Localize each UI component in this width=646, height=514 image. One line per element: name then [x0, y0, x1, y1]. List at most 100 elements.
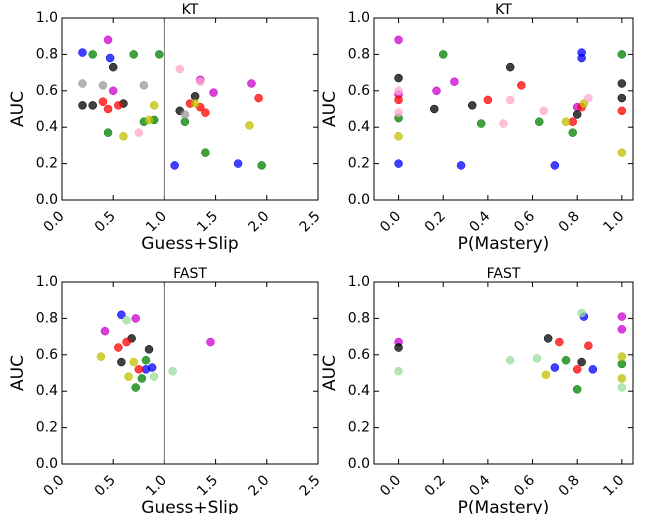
x-tick-label: 2.5 [297, 472, 324, 499]
y-tick-label: 0.2 [36, 156, 58, 172]
y-tick-label: 0.0 [36, 192, 58, 208]
x-tick-label: 0.5 [92, 472, 119, 499]
point [617, 106, 627, 116]
point [134, 365, 144, 374]
point [105, 53, 115, 63]
point [155, 50, 164, 59]
x-tick-label: 2.5 [297, 208, 324, 235]
y-tick-label: 0.6 [36, 83, 58, 99]
point [190, 99, 200, 108]
point [617, 359, 627, 369]
x-tick-label: 1.5 [194, 472, 221, 499]
point [96, 352, 106, 361]
x-tick-label: 0.0 [41, 472, 68, 499]
point [129, 357, 138, 367]
point [209, 88, 218, 97]
panel-title: FAST [173, 266, 207, 282]
x-tick-label: 0.6 [511, 208, 538, 235]
y-tick-label: 0.0 [348, 192, 370, 208]
point [122, 337, 131, 347]
y-axis-label: AUC [8, 355, 28, 391]
x-tick-label: 1.0 [143, 472, 170, 499]
y-tick-label: 1.0 [36, 10, 58, 26]
x-tick-label: 0.8 [556, 472, 583, 499]
point [137, 374, 147, 383]
point [117, 357, 126, 367]
point [247, 79, 256, 88]
y-tick-label: 0.4 [348, 119, 370, 135]
point [100, 326, 110, 336]
point [78, 79, 87, 88]
point [245, 121, 254, 130]
y-axis-label: AUC [320, 91, 340, 127]
y-tick-label: 0.2 [348, 156, 370, 172]
point [114, 343, 123, 352]
y-tick-label: 0.8 [348, 46, 370, 62]
y-tick-label: 0.8 [348, 310, 370, 326]
point [438, 50, 448, 59]
point [195, 77, 205, 86]
point [108, 86, 118, 96]
point [98, 97, 108, 106]
point [103, 35, 113, 45]
point [103, 104, 113, 114]
y-tick-label: 0.2 [36, 420, 58, 436]
point [450, 77, 459, 86]
point [561, 117, 571, 126]
point [534, 117, 544, 126]
y-tick-label: 0.2 [348, 420, 370, 436]
y-tick-label: 1.0 [348, 10, 370, 26]
y-tick-label: 1.0 [348, 274, 370, 290]
point [617, 352, 627, 361]
point [149, 101, 159, 110]
x-tick-label: 1.0 [600, 472, 627, 499]
panel-title: FAST [487, 266, 521, 282]
point [394, 86, 403, 96]
point [584, 341, 593, 350]
point [539, 106, 548, 116]
point [476, 119, 486, 128]
point [257, 161, 266, 170]
x-tick-label: 2.0 [245, 208, 272, 235]
y-tick-label: 0.6 [348, 347, 370, 363]
point [144, 115, 154, 125]
point [430, 104, 439, 114]
point [124, 372, 133, 381]
point [168, 366, 177, 376]
point [129, 50, 138, 59]
point [572, 110, 582, 119]
point [517, 81, 526, 90]
point [505, 356, 515, 365]
point [577, 357, 586, 367]
point [617, 79, 627, 88]
point [541, 370, 551, 380]
point [505, 62, 515, 72]
point [572, 385, 582, 394]
point [206, 337, 215, 347]
point [588, 365, 598, 374]
point [577, 53, 586, 63]
x-tick-label: 2.0 [245, 472, 272, 499]
point [254, 93, 263, 103]
point [122, 315, 131, 325]
point [170, 161, 179, 170]
point [555, 337, 564, 347]
panel-title: KT [495, 2, 512, 18]
y-tick-label: 0.6 [36, 347, 58, 363]
y-tick-label: 0.8 [36, 46, 58, 62]
point [617, 383, 627, 392]
point [617, 325, 627, 334]
point [617, 93, 627, 103]
point [617, 50, 627, 59]
x-tick-label: 0.2 [422, 472, 449, 499]
x-tick-label: 0.4 [466, 208, 493, 235]
point [505, 95, 515, 105]
point [617, 312, 627, 321]
point [131, 314, 140, 323]
point [103, 128, 113, 137]
point [119, 132, 128, 141]
point [394, 73, 403, 83]
point [584, 93, 593, 103]
point [134, 128, 144, 137]
x-axis-label: P(Mastery) [458, 498, 550, 514]
